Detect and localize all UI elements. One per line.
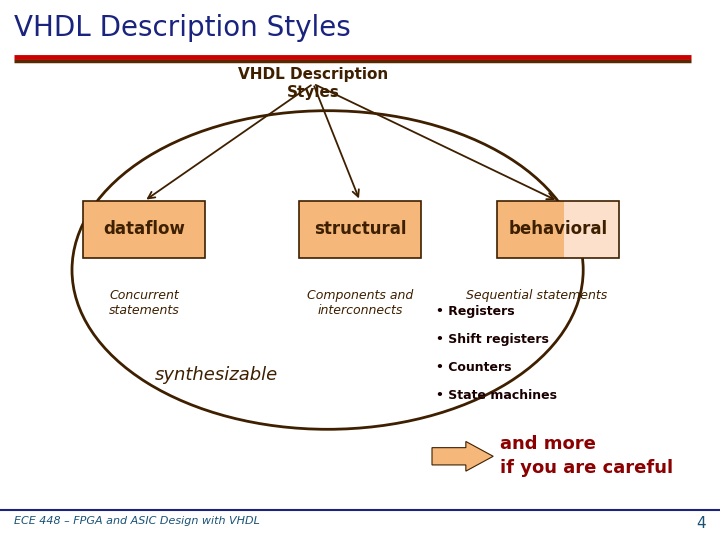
Text: structural: structural [314,220,406,239]
Text: ECE 448 – FPGA and ASIC Design with VHDL: ECE 448 – FPGA and ASIC Design with VHDL [14,516,260,526]
Text: Components and
interconnects: Components and interconnects [307,289,413,317]
Text: • Shift registers: • Shift registers [436,333,549,346]
Text: Concurrent
statements: Concurrent statements [109,289,179,317]
Text: if you are careful: if you are careful [500,459,673,477]
Text: 4: 4 [696,516,706,531]
Text: and more: and more [500,435,596,454]
Text: • State machines: • State machines [436,389,557,402]
Text: dataflow: dataflow [103,220,185,239]
FancyBboxPatch shape [83,201,205,258]
FancyBboxPatch shape [299,201,421,258]
FancyBboxPatch shape [497,201,564,258]
Text: synthesizable: synthesizable [154,366,278,384]
Text: behavioral: behavioral [508,220,608,239]
Text: • Registers: • Registers [436,305,514,318]
Text: Sequential statements: Sequential statements [466,289,607,302]
FancyBboxPatch shape [564,201,619,258]
Text: VHDL Description Styles: VHDL Description Styles [14,14,351,42]
Text: VHDL Description
Styles: VHDL Description Styles [238,68,388,100]
Text: • Counters: • Counters [436,361,511,374]
FancyArrow shape [432,442,493,471]
